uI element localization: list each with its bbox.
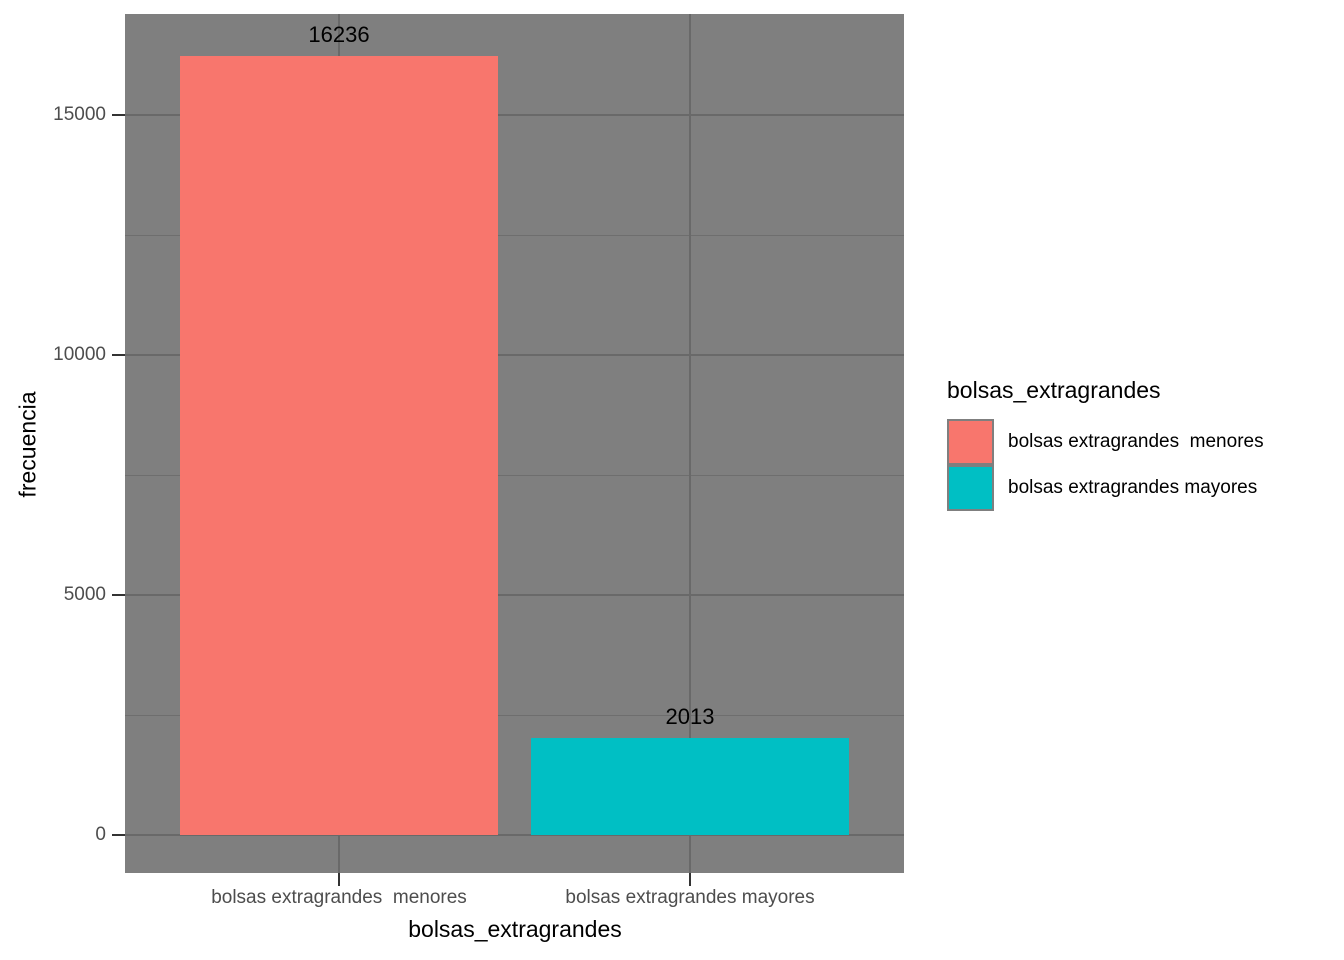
x-tick-label: bolsas extragrandes mayores	[565, 887, 815, 908]
legend: bolsas_extragrandes bolsas extragrandes …	[947, 379, 1264, 511]
legend-swatch	[947, 419, 994, 465]
bar-value-label: 2013	[665, 704, 715, 729]
gridline-minor-horizontal	[125, 475, 904, 476]
y-tick-mark	[112, 354, 125, 356]
y-tick-mark	[112, 594, 125, 596]
bar-value-label: 16236	[308, 22, 370, 47]
legend-label: bolsas extragrandes mayores	[1008, 477, 1258, 498]
y-tick-mark	[112, 834, 125, 836]
legend-title: bolsas_extragrandes	[947, 377, 1161, 403]
bar-1	[180, 56, 498, 835]
legend-keys: bolsas extragrandes menores bolsas extrag…	[947, 419, 1264, 511]
x-tick-label: bolsas extragrandes menores	[211, 887, 467, 908]
gridline-major-horizontal	[125, 594, 904, 596]
y-tick-label: 15000	[53, 104, 106, 125]
x-tick-mark	[338, 873, 340, 886]
legend-item-2: bolsas extragrandes mayores	[947, 465, 1264, 511]
plot-panel: 16236 2013	[125, 14, 904, 873]
gridline-major-horizontal	[125, 114, 904, 116]
gridline-major-horizontal	[125, 834, 904, 836]
legend-swatch	[947, 465, 994, 511]
gridline-minor-horizontal	[125, 235, 904, 236]
legend-label: bolsas extragrandes menores	[1008, 431, 1264, 452]
y-tick-label: 0	[95, 824, 106, 845]
x-axis-title: bolsas_extragrandes	[408, 916, 622, 942]
y-tick-label: 10000	[53, 344, 106, 365]
gridline-major-horizontal	[125, 354, 904, 356]
legend-item-1: bolsas extragrandes menores	[947, 419, 1264, 465]
y-tick-mark	[112, 114, 125, 116]
y-tick-label: 5000	[63, 584, 106, 605]
y-axis-title: frecuencia	[14, 391, 41, 498]
gridline-vertical	[689, 14, 691, 873]
gridline-minor-horizontal	[125, 715, 904, 716]
bar-2	[531, 738, 849, 835]
x-tick-mark	[689, 873, 691, 886]
